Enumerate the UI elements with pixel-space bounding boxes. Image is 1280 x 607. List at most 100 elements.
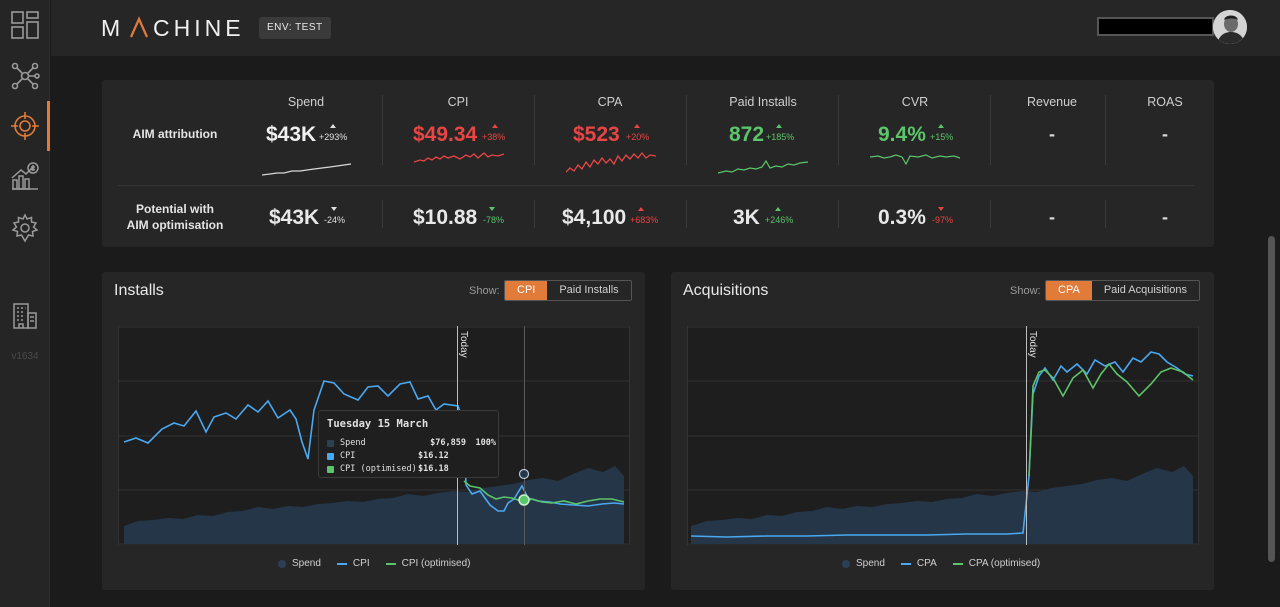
tooltip-pct: 100% <box>475 438 496 448</box>
legend-item-cpi-optimised[interactable]: CPI (optimised) <box>385 558 471 569</box>
col-title-paid-installs: Paid Installs <box>729 95 797 109</box>
metric-delta: -97% <box>932 215 954 225</box>
up-arrow-icon <box>776 124 782 128</box>
metric-delta: +293% <box>319 132 348 142</box>
page-scrollbar[interactable] <box>1268 236 1275 562</box>
legend-swatch <box>336 562 347 565</box>
tooltip-swatch <box>327 453 334 460</box>
tooltip-name: CPI (optimised) <box>340 464 417 474</box>
toggle-paid-installs[interactable]: Paid Installs <box>559 284 619 296</box>
divider <box>534 95 535 165</box>
metric-value: $523 <box>573 123 620 146</box>
building-icon[interactable] <box>9 300 41 332</box>
today-marker-label: Today <box>1027 331 1038 358</box>
legend-item-cpi[interactable]: CPI <box>336 558 370 569</box>
col-title-roas: ROAS <box>1147 95 1183 109</box>
legend-label: CPA <box>916 558 937 569</box>
settings-icon[interactable] <box>9 212 41 244</box>
divider <box>1105 200 1106 228</box>
metrics-panel: AIM attribution Potential with AIM optim… <box>102 80 1214 247</box>
metric-delta: +246% <box>765 215 794 225</box>
metric-delta: +15% <box>930 132 954 142</box>
logo-text-left: M <box>101 15 124 41</box>
legend-label: CPA (optimised) <box>968 558 1041 569</box>
legend-item-cpa[interactable]: CPA <box>900 558 937 569</box>
tooltip-row: Spend $76,859 100% <box>327 438 496 448</box>
user-avatar[interactable] <box>1213 10 1247 44</box>
toggle-paid-acquisitions[interactable]: Paid Acquisitions <box>1103 284 1187 296</box>
divider <box>990 95 991 165</box>
panel-title: Installs <box>114 282 164 299</box>
up-arrow-icon <box>638 207 644 211</box>
metric-delta: -24% <box>324 215 346 225</box>
toggle-cpa[interactable]: CPA <box>1046 281 1092 300</box>
show-label: Show: <box>469 285 500 297</box>
metric-value: 9.4% <box>878 123 926 146</box>
up-arrow-icon <box>775 207 781 211</box>
legend-item-spend[interactable]: Spend <box>842 558 885 569</box>
machine-logo[interactable]: M CHINE <box>101 14 246 42</box>
hover-point-spend <box>518 468 530 480</box>
col-title-cpa: CPA <box>597 95 623 109</box>
tooltip-row: CPI $16.12 <box>327 451 466 461</box>
legend-item-spend[interactable]: Spend <box>278 558 321 569</box>
metric-value: 3K <box>733 206 760 229</box>
svg-text:CHINE: CHINE <box>153 15 245 41</box>
metric-value: $43K <box>266 123 317 146</box>
metric-value-empty: - <box>1049 124 1055 144</box>
row-label-line1: Potential with <box>136 202 214 216</box>
up-arrow-icon <box>330 124 336 128</box>
acquisitions-chart[interactable]: Today <box>687 326 1199 545</box>
network-icon[interactable] <box>9 60 41 92</box>
legend-swatch <box>278 559 286 568</box>
divider <box>686 95 687 165</box>
legend-item-cpa-optimised[interactable]: CPA (optimised) <box>952 558 1041 569</box>
metric-delta: +38% <box>482 132 506 142</box>
sparkline-cpi <box>414 152 505 163</box>
metric-value: $49.34 <box>413 123 478 146</box>
up-arrow-icon <box>938 124 944 128</box>
down-arrow-icon <box>331 207 337 211</box>
sparkline-cvr <box>870 154 961 166</box>
legend-swatch <box>952 562 963 565</box>
today-marker-label: Today <box>458 331 469 358</box>
divider <box>686 200 687 228</box>
panel-title: Acquisitions <box>683 282 769 299</box>
legend-label: CPI (optimised) <box>401 558 471 569</box>
metric-value: 872 <box>729 123 765 146</box>
col-title-cvr: CVR <box>901 95 929 109</box>
metric-toggle: CPI Paid Installs <box>504 280 632 301</box>
row-label-aim-attribution: AIM attribution <box>132 127 218 141</box>
row-label-line2: AIM optimisation <box>126 218 224 232</box>
version-label: v1634 <box>11 351 39 362</box>
toggle-cpi[interactable]: CPI <box>505 281 548 300</box>
metric-value: $4,100 <box>562 206 627 229</box>
legend-label: Spend <box>856 558 885 569</box>
up-arrow-icon <box>492 124 498 128</box>
legend-swatch <box>900 562 911 565</box>
tooltip-name: CPI <box>340 451 356 461</box>
col-title-cpi: CPI <box>447 95 469 109</box>
env-badge: ENV: TEST <box>259 17 331 39</box>
metric-value-empty: - <box>1162 124 1168 144</box>
chart-legend: Spend CPA CPA (optimised) <box>842 558 1040 569</box>
tooltip-value: $16.18 <box>418 464 449 474</box>
chart-legend: Spend CPI CPI (optimised) <box>278 558 471 569</box>
header-input[interactable] <box>1097 17 1214 36</box>
legend-swatch <box>385 562 396 565</box>
sparkline-cpa <box>566 151 657 173</box>
down-arrow-icon <box>489 207 495 211</box>
metric-value-empty: - <box>1049 207 1055 227</box>
divider <box>382 95 383 165</box>
tooltip-swatch <box>327 440 334 447</box>
divider <box>382 200 383 228</box>
legend-label: CPI <box>352 558 370 569</box>
installs-chart[interactable]: Today <box>118 326 630 545</box>
hover-point-optimised <box>518 494 530 506</box>
growth-chart-icon[interactable] <box>9 160 41 192</box>
show-label: Show: <box>1010 285 1041 297</box>
metric-toggle: CPA Paid Acquisitions <box>1045 280 1200 301</box>
dashboard-icon[interactable] <box>9 9 41 41</box>
target-icon[interactable] <box>9 110 41 142</box>
chart-tooltip: Tuesday 15 March Spend $76,859 100% CPI … <box>318 410 499 478</box>
